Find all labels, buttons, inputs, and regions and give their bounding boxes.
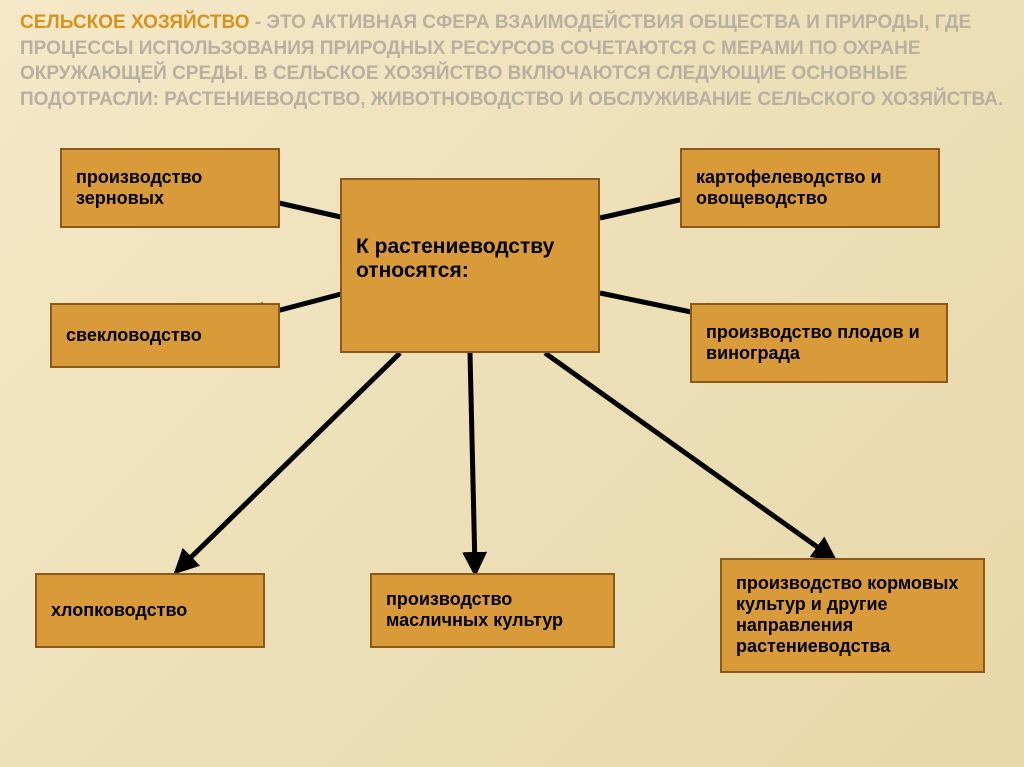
header-accent: СЕЛЬСКОЕ ХОЗЯЙСТВО <box>20 12 250 33</box>
node-fruit-label: производство плодов и винограда <box>706 322 932 364</box>
center-node: К растениеводству относятся: <box>340 178 600 353</box>
node-oil: производство масличных культур <box>370 573 615 648</box>
node-cotton: хлопководство <box>35 573 265 648</box>
node-potato-label: картофелеводство и овощеводство <box>696 167 924 209</box>
node-beet: свекловодство <box>50 303 280 368</box>
node-oil-label: производство масличных культур <box>386 589 599 631</box>
node-potato: картофелеводство и овощеводство <box>680 148 940 228</box>
node-grain-label: производство зерновых <box>76 167 264 209</box>
header-text: СЕЛЬСКОЕ ХОЗЯЙСТВО - ЭТО АКТИВНАЯ СФЕРА … <box>0 0 1024 118</box>
node-feed: производство кормовых культур и другие н… <box>720 558 985 673</box>
node-beet-label: свекловодство <box>66 325 202 346</box>
center-label: К растениеводству относятся: <box>356 235 584 283</box>
node-fruit: производство плодов и винограда <box>690 303 948 383</box>
node-cotton-label: хлопководство <box>51 600 187 621</box>
diagram-area: К растениеводству относятся: производств… <box>0 118 1024 718</box>
node-grain: производство зерновых <box>60 148 280 228</box>
node-feed-label: производство кормовых культур и другие н… <box>736 573 969 657</box>
